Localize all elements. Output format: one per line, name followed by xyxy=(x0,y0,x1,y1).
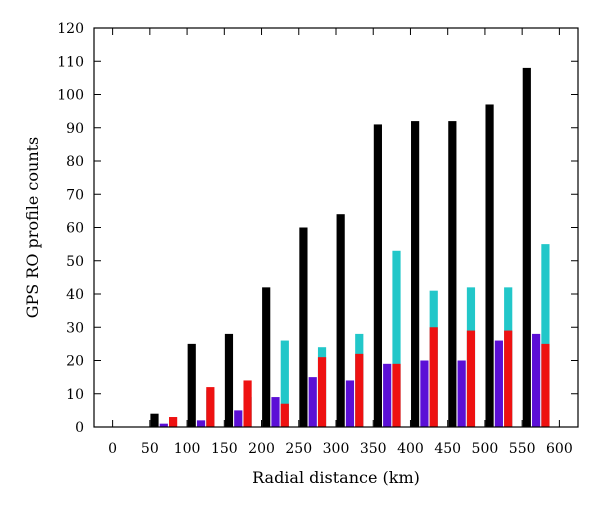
bar xyxy=(429,327,438,427)
bar xyxy=(280,340,289,427)
bar xyxy=(308,377,317,427)
bar xyxy=(420,360,429,427)
x-tick-label: 0 xyxy=(108,441,117,457)
bar xyxy=(262,287,271,427)
x-tick-label: 100 xyxy=(174,441,201,457)
y-tick-label: 20 xyxy=(66,354,84,370)
bar xyxy=(355,353,364,427)
bar xyxy=(169,417,178,427)
bar xyxy=(224,333,234,427)
y-tick-label: 10 xyxy=(66,387,84,403)
y-axis-title: GPS RO profile counts xyxy=(23,137,42,319)
x-tick-label: 300 xyxy=(323,441,350,457)
y-tick-label: 60 xyxy=(66,221,84,237)
x-tick-label: 250 xyxy=(285,441,312,457)
x-tick-label: 600 xyxy=(546,441,573,457)
bar xyxy=(345,380,355,427)
x-tick-label: 550 xyxy=(509,441,536,457)
bar xyxy=(150,413,159,427)
y-tick-label: 50 xyxy=(66,254,84,270)
bar xyxy=(336,214,345,427)
x-axis: 0 50 100 150 200 250 300 350 400 450 500 550 600 xyxy=(108,28,573,457)
bar xyxy=(541,244,550,427)
y-tick-label: 0 xyxy=(75,420,84,436)
x-tick-label: 500 xyxy=(472,441,499,457)
y-tick-label: 90 xyxy=(66,121,84,137)
bar xyxy=(280,403,289,427)
y-tick-label: 40 xyxy=(66,287,84,303)
bar xyxy=(196,420,206,427)
x-tick-label: 400 xyxy=(397,441,424,457)
x-tick-label: 50 xyxy=(141,441,159,457)
bar xyxy=(243,380,252,427)
y-tick-label: 100 xyxy=(57,88,84,104)
x-tick-label: 150 xyxy=(211,441,238,457)
bar xyxy=(392,363,401,427)
bar xyxy=(457,360,466,427)
x-tick-label: 200 xyxy=(248,441,275,457)
bar xyxy=(411,121,420,427)
y-tick-label: 80 xyxy=(66,154,84,170)
bar xyxy=(206,387,215,427)
bar xyxy=(541,343,550,427)
y-tick-label: 30 xyxy=(66,320,84,336)
y-tick-label: 70 xyxy=(66,187,84,203)
bar xyxy=(448,121,457,427)
bar xyxy=(485,104,494,427)
y-tick-label: 120 xyxy=(57,21,84,37)
bars-layer xyxy=(150,67,550,428)
x-tick-label: 350 xyxy=(360,441,387,457)
bar xyxy=(317,357,327,427)
bar xyxy=(271,397,280,427)
bar xyxy=(383,363,392,427)
bar xyxy=(187,343,196,427)
bar xyxy=(234,410,243,427)
bar xyxy=(522,67,531,428)
x-tick-label: 450 xyxy=(434,441,461,457)
bar xyxy=(494,340,503,427)
bar xyxy=(392,250,401,427)
y-tick-label: 110 xyxy=(57,54,84,70)
x-axis-title: Radial distance (km) xyxy=(252,468,420,487)
bar xyxy=(532,333,541,427)
bar xyxy=(159,423,168,427)
bar xyxy=(299,227,308,427)
bar xyxy=(373,124,382,428)
bar xyxy=(504,330,513,427)
bar xyxy=(466,330,476,427)
y-axis: 0 10 20 30 40 50 60 70 80 90 100 110 120 xyxy=(57,21,578,436)
